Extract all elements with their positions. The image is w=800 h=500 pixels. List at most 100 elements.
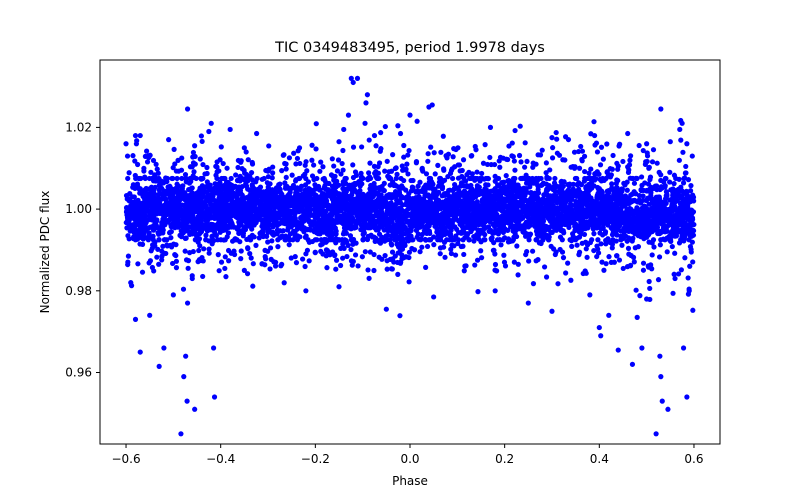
data-point [615, 215, 621, 221]
data-point [155, 230, 161, 236]
data-point [415, 183, 421, 189]
data-point [150, 200, 156, 206]
data-point [237, 178, 243, 184]
data-point [146, 195, 152, 201]
data-point [431, 234, 437, 240]
data-point [567, 196, 573, 202]
data-point [132, 185, 138, 192]
data-point [586, 218, 593, 225]
data-point [480, 209, 486, 215]
data-point [675, 191, 681, 197]
data-point [133, 220, 139, 226]
data-point [277, 187, 283, 193]
data-point [303, 226, 310, 232]
data-point [422, 189, 428, 195]
data-point [277, 228, 283, 234]
data-point [508, 189, 514, 195]
data-point [256, 235, 262, 241]
data-point [281, 206, 287, 212]
data-point [401, 215, 407, 221]
data-point [174, 175, 180, 182]
data-point [382, 215, 388, 221]
data-point [306, 192, 312, 199]
data-point [678, 195, 684, 201]
data-point [636, 226, 642, 232]
data-point [445, 198, 451, 204]
data-point [181, 208, 188, 214]
data-point [206, 214, 212, 220]
data-point [558, 204, 564, 210]
data-point [662, 196, 669, 202]
data-point [426, 218, 432, 224]
data-point [413, 227, 420, 233]
data-point [419, 231, 425, 238]
data-point [511, 194, 518, 200]
data-point [594, 194, 600, 200]
data-point [615, 200, 621, 206]
data-point [393, 175, 399, 182]
data-point [616, 223, 623, 229]
data-point [377, 216, 384, 222]
data-point [404, 200, 410, 206]
data-point [250, 199, 256, 205]
data-point [277, 199, 283, 205]
data-point [400, 195, 406, 201]
data-point [562, 201, 568, 207]
data-point [139, 191, 146, 198]
data-point [254, 215, 260, 222]
data-point [169, 175, 175, 182]
data-point [333, 189, 339, 195]
data-point [261, 175, 267, 182]
data-point [247, 237, 253, 243]
data-point [602, 230, 608, 236]
data-point [669, 203, 675, 209]
data-point [648, 196, 654, 202]
data-point [687, 198, 694, 205]
data-point [439, 184, 446, 190]
data-point [270, 188, 276, 194]
data-point [212, 197, 218, 204]
data-point [480, 205, 486, 211]
data-point [467, 199, 474, 205]
data-point [566, 216, 572, 222]
data-point [506, 177, 512, 184]
data-point [635, 199, 641, 205]
data-point [377, 222, 383, 229]
data-point [383, 199, 389, 205]
data-point [517, 185, 523, 191]
data-point [378, 206, 384, 212]
data-point [353, 221, 359, 227]
data-point [217, 182, 223, 188]
data-point [142, 223, 148, 229]
data-point [502, 235, 508, 241]
data-point [186, 200, 192, 206]
data-point [331, 185, 338, 191]
data-point [202, 201, 208, 207]
data-point [418, 196, 424, 202]
data-point [244, 221, 250, 227]
data-point [315, 185, 321, 191]
data-point [570, 231, 576, 237]
data-point [394, 229, 401, 235]
data-point [414, 188, 420, 194]
data-point [554, 219, 561, 225]
data-point [464, 233, 470, 239]
data-point [653, 198, 659, 204]
data-point [275, 194, 282, 200]
data-point [210, 226, 217, 232]
data-point [359, 209, 365, 215]
data-point [492, 204, 498, 210]
data-point [436, 189, 442, 195]
data-point [408, 227, 414, 233]
data-point [534, 195, 540, 202]
data-point [205, 195, 211, 201]
data-point [418, 237, 424, 243]
data-point [312, 182, 318, 188]
data-point [614, 232, 620, 238]
data-point [541, 180, 547, 186]
data-point [535, 190, 541, 196]
data-point [240, 233, 246, 239]
data-point [413, 208, 419, 214]
data-point [616, 195, 622, 201]
data-point [574, 182, 580, 188]
